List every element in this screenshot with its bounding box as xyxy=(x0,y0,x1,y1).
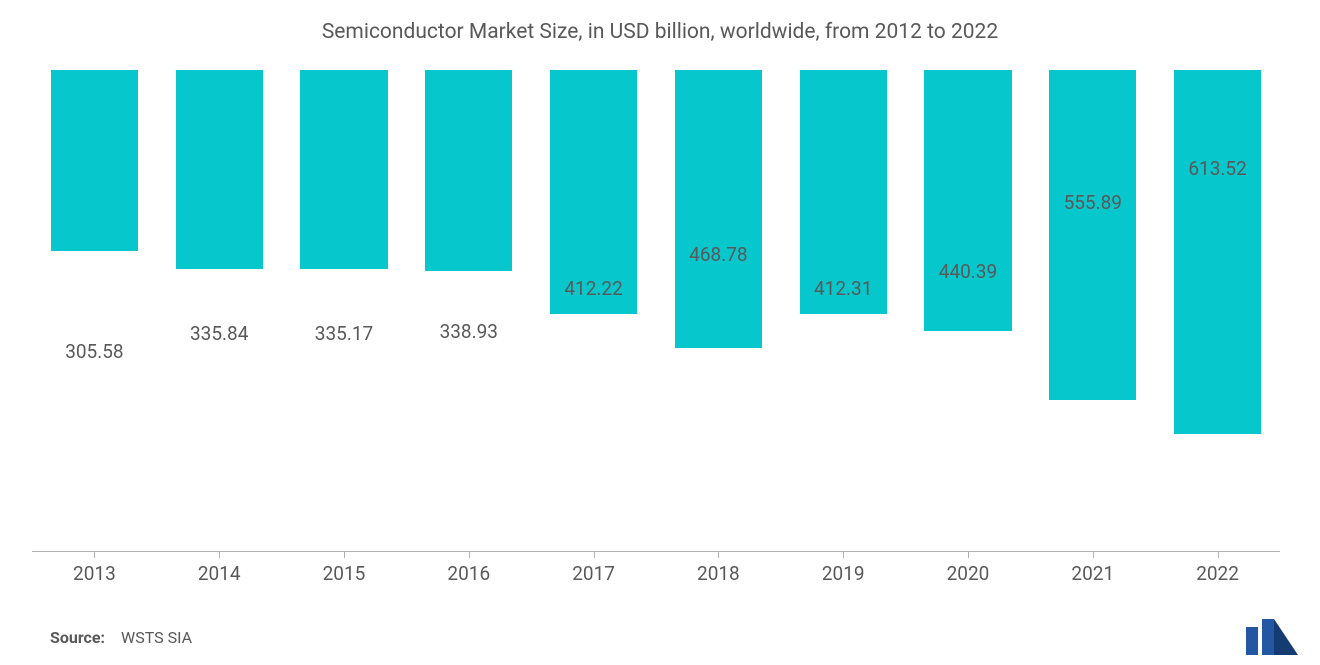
bar-value-label: 613.52 xyxy=(1155,157,1280,180)
source-label: Source: xyxy=(50,628,105,647)
x-tick-label: 2020 xyxy=(906,552,1031,585)
bar-group: 412.22 xyxy=(531,70,656,550)
x-tick-label: 2015 xyxy=(282,552,407,585)
bar xyxy=(675,70,762,348)
x-axis: 2013201420152016201720182019202020212022 xyxy=(32,551,1280,585)
bar-value-label: 412.31 xyxy=(781,277,906,300)
x-tick-label: 2018 xyxy=(656,552,781,585)
bar-group: 305.58 xyxy=(32,70,157,550)
bar-group: 412.31 xyxy=(781,70,906,550)
bar-group: 468.78 xyxy=(656,70,781,550)
bar xyxy=(51,70,138,251)
source-line: Source: WSTS SIA xyxy=(50,628,192,647)
x-tick-label: 2022 xyxy=(1155,552,1280,585)
bar-value-label: 468.78 xyxy=(656,243,781,266)
x-tick-label: 2013 xyxy=(32,552,157,585)
bar xyxy=(300,70,387,269)
x-tick-label: 2021 xyxy=(1030,552,1155,585)
bar-group: 338.93 xyxy=(406,70,531,550)
bar xyxy=(1174,70,1261,434)
bar-value-label: 338.93 xyxy=(406,320,531,343)
source-text: WSTS SIA xyxy=(121,628,192,647)
bar xyxy=(924,70,1011,331)
x-tick-label: 2016 xyxy=(406,552,531,585)
bar-value-label: 440.39 xyxy=(906,260,1031,283)
bar-value-label: 412.22 xyxy=(531,277,656,300)
chart-title: Semiconductor Market Size, in USD billio… xyxy=(0,0,1320,44)
bar xyxy=(425,70,512,271)
bar-group: 335.17 xyxy=(282,70,407,550)
bar-value-label: 555.89 xyxy=(1030,191,1155,214)
bar xyxy=(1049,70,1136,400)
x-tick-label: 2014 xyxy=(157,552,282,585)
bar-value-label: 305.58 xyxy=(32,340,157,363)
bar xyxy=(176,70,263,269)
brand-logo-icon xyxy=(1244,619,1300,655)
bar-group: 555.89 xyxy=(1030,70,1155,550)
x-tick-label: 2019 xyxy=(781,552,906,585)
x-tick-label: 2017 xyxy=(531,552,656,585)
bar-group: 440.39 xyxy=(906,70,1031,550)
bar-group: 335.84 xyxy=(157,70,282,550)
bar-value-label: 335.17 xyxy=(282,322,407,345)
chart-plot-area: 305.58335.84335.17338.93412.22468.78412.… xyxy=(32,70,1280,550)
bar-value-label: 335.84 xyxy=(157,322,282,345)
bar-group: 613.52 xyxy=(1155,70,1280,550)
